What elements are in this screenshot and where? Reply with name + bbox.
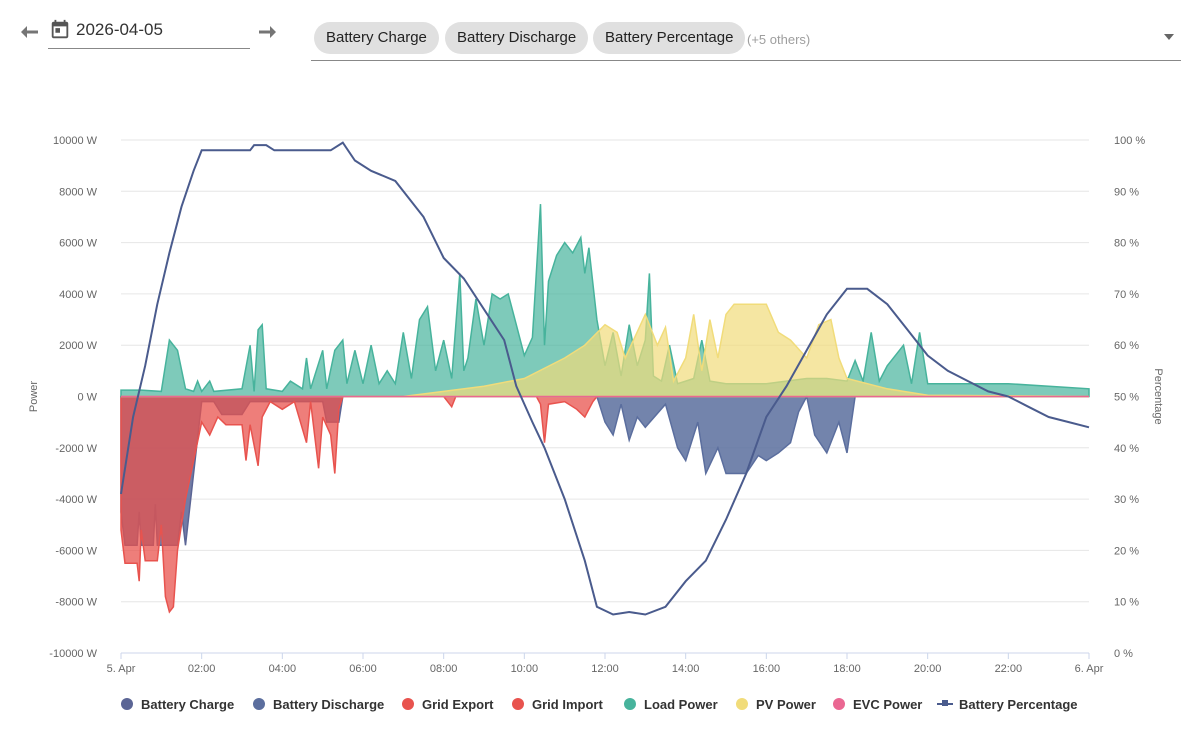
- x-tick-label: 22:00: [995, 663, 1023, 675]
- y-right-tick-label: 60 %: [1114, 340, 1139, 352]
- x-tick-label: 10:00: [511, 663, 539, 675]
- legend-item-pv-power[interactable]: PV Power: [736, 694, 816, 714]
- y-left-tick-label: 0 W: [77, 392, 97, 404]
- x-tick-label: 12:00: [591, 663, 619, 675]
- y-right-tick-label: 50 %: [1114, 392, 1139, 404]
- x-tick-label: 02:00: [188, 663, 216, 675]
- legend-swatch: [937, 700, 953, 706]
- chip-battery-discharge[interactable]: Battery Discharge: [445, 22, 589, 54]
- series-select[interactable]: Battery Charge Battery Discharge Battery…: [311, 14, 1181, 61]
- y-right-tick-label: 100 %: [1114, 135, 1145, 147]
- legend-swatch: [402, 698, 414, 710]
- chip-battery-percentage[interactable]: Battery Percentage: [593, 22, 746, 54]
- x-tick-label: 16:00: [753, 663, 781, 675]
- x-tick-label: 6. Apr: [1075, 663, 1104, 675]
- y-right-tick-label: 20 %: [1114, 545, 1139, 557]
- legend-swatch: [736, 698, 748, 710]
- legend-swatch: [512, 698, 524, 710]
- legend-item-battery-charge[interactable]: Battery Charge: [121, 694, 234, 714]
- y-left-tick-label: -10000 W: [49, 648, 97, 660]
- x-tick-label: 06:00: [349, 663, 377, 675]
- others-count: (+5 others): [747, 32, 811, 47]
- y-left-tick-label: -6000 W: [55, 545, 97, 557]
- legend-item-load-power[interactable]: Load Power: [624, 694, 718, 714]
- x-tick-label: 18:00: [833, 663, 861, 675]
- caret-down-icon[interactable]: [1163, 32, 1175, 42]
- y-right-tick-label: 80 %: [1114, 238, 1139, 250]
- legend-label: PV Power: [756, 696, 816, 712]
- y-left-tick-label: 6000 W: [59, 238, 98, 250]
- area-battery-discharge: [121, 394, 1089, 477]
- toolbar: 2026-04-05 Battery Charge Battery Discha…: [0, 0, 1200, 70]
- legend-item-grid-import[interactable]: Grid Import: [512, 694, 603, 714]
- y-right-tick-label: 0 %: [1114, 648, 1133, 660]
- next-day-button[interactable]: [255, 20, 279, 44]
- x-tick-label: 08:00: [430, 663, 458, 675]
- y-left-tick-label: 2000 W: [59, 340, 98, 352]
- legend-swatch: [121, 698, 133, 710]
- y-right-tick-label: 90 %: [1114, 186, 1139, 198]
- y-right-tick-label: 10 %: [1114, 597, 1139, 609]
- x-tick-label: 04:00: [269, 663, 297, 675]
- arrow-left-icon: [21, 26, 38, 38]
- y-right-tick-label: 40 %: [1114, 443, 1139, 455]
- legend-item-evc-power[interactable]: EVC Power: [833, 694, 922, 714]
- y-right-tick-label: 30 %: [1114, 494, 1139, 506]
- legend-swatch: [253, 698, 265, 710]
- y-left-tick-label: -4000 W: [55, 494, 97, 506]
- y-left-tick-label: -2000 W: [55, 443, 97, 455]
- legend-label: Grid Export: [422, 696, 494, 712]
- y-left-tick-label: 10000 W: [53, 135, 98, 147]
- line-battery-percentage: [120, 141, 1090, 616]
- legend-label: Battery Discharge: [273, 696, 385, 712]
- calendar-icon[interactable]: [49, 19, 71, 41]
- y-left-tick-label: 8000 W: [59, 186, 98, 198]
- area-pv-power: [121, 303, 1090, 398]
- x-tick-label: 20:00: [914, 663, 942, 675]
- date-value[interactable]: 2026-04-05: [76, 20, 163, 39]
- area-grid-export: [120, 395, 1089, 614]
- prev-day-button[interactable]: [18, 20, 42, 44]
- y-right-tick-label: 70 %: [1114, 289, 1139, 301]
- chart-area: -10000 W -8000 W -6000 W -4000 W -2000 W 0 W 2…: [0, 70, 1200, 742]
- legend-swatch: [833, 698, 845, 710]
- legend-swatch: [624, 698, 636, 710]
- arrow-right-icon: [259, 26, 276, 38]
- legend-label: Load Power: [644, 696, 718, 712]
- date-field[interactable]: 2026-04-05: [48, 16, 250, 49]
- legend-label: Battery Percentage: [959, 696, 1078, 712]
- legend-label: Battery Charge: [141, 696, 235, 712]
- x-tick-label: 14:00: [672, 663, 700, 675]
- y-left-tick-label: -8000 W: [55, 597, 97, 609]
- legend-item-grid-export[interactable]: Grid Export: [402, 694, 494, 714]
- y-right-axis-title: Percentage: [1152, 368, 1164, 424]
- x-tick-label: 5. Apr: [107, 663, 136, 675]
- power-chart: -10000 W -8000 W -6000 W -4000 W -2000 W 0 W 2…: [28, 135, 1164, 675]
- legend: Battery Charge Battery Discharge Grid Expo…: [0, 694, 1200, 714]
- y-left-tick-label: 4000 W: [59, 289, 98, 301]
- y-left-axis-title: Power: [28, 381, 40, 413]
- legend-item-battery-discharge[interactable]: Battery Discharge: [253, 694, 384, 714]
- legend-label: Grid Import: [532, 696, 603, 712]
- legend-item-battery-percentage[interactable]: Battery Percentage: [937, 694, 1078, 714]
- legend-label: EVC Power: [853, 696, 923, 712]
- chip-battery-charge[interactable]: Battery Charge: [314, 22, 439, 54]
